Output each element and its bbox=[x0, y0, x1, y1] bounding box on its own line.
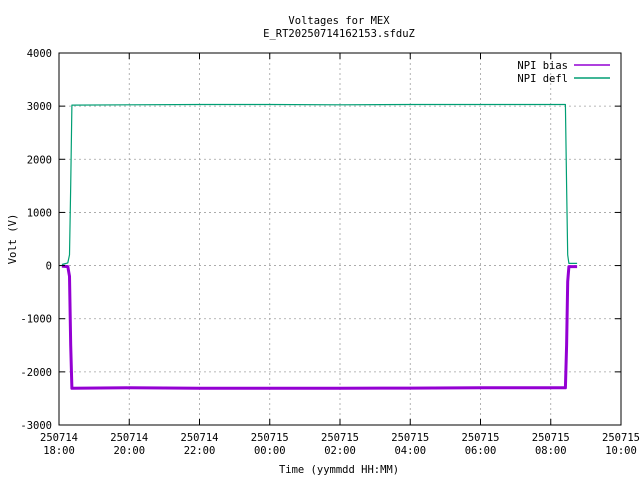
y-tick-label: 1000 bbox=[27, 207, 52, 219]
legend-label: NPI bias bbox=[517, 60, 568, 72]
x-tick-time-label: 00:00 bbox=[254, 445, 286, 457]
x-tick-time-label: 18:00 bbox=[43, 445, 75, 457]
x-tick-time-label: 20:00 bbox=[113, 445, 145, 457]
legend-label: NPI defl bbox=[517, 73, 568, 85]
x-tick-time-label: 22:00 bbox=[184, 445, 216, 457]
y-tick-label: -2000 bbox=[20, 367, 52, 379]
x-tick-time-label: 08:00 bbox=[535, 445, 567, 457]
axis-ticks: -3000-2000-10000100020003000400025071418… bbox=[20, 48, 640, 457]
y-tick-label: -3000 bbox=[20, 420, 52, 432]
y-tick-label: 0 bbox=[46, 261, 52, 273]
series-line-npi-defl bbox=[61, 103, 578, 266]
chart-title: Voltages for MEX bbox=[288, 15, 390, 27]
x-tick-date-label: 250714 bbox=[181, 432, 219, 444]
y-tick-label: 3000 bbox=[27, 101, 52, 113]
x-tick-date-label: 250714 bbox=[110, 432, 148, 444]
x-tick-time-label: 04:00 bbox=[394, 445, 426, 457]
x-tick-date-label: 250715 bbox=[251, 432, 289, 444]
grid bbox=[59, 53, 621, 425]
series-line-npi-bias bbox=[61, 264, 578, 390]
series-lines bbox=[61, 103, 578, 390]
y-axis-label: Volt (V) bbox=[7, 214, 19, 265]
x-tick-date-label: 250715 bbox=[532, 432, 570, 444]
y-tick-label: 2000 bbox=[27, 154, 52, 166]
y-tick-label: 4000 bbox=[27, 48, 52, 60]
x-tick-time-label: 06:00 bbox=[465, 445, 497, 457]
x-tick-date-label: 250714 bbox=[40, 432, 78, 444]
x-tick-date-label: 250715 bbox=[602, 432, 640, 444]
x-tick-time-label: 10:00 bbox=[605, 445, 637, 457]
x-tick-date-label: 250715 bbox=[391, 432, 429, 444]
x-tick-date-label: 250715 bbox=[321, 432, 359, 444]
x-tick-date-label: 250715 bbox=[462, 432, 500, 444]
x-axis-label: Time (yymmdd HH:MM) bbox=[279, 464, 399, 476]
y-tick-label: -1000 bbox=[20, 314, 52, 326]
x-tick-time-label: 02:00 bbox=[324, 445, 356, 457]
chart-subtitle: E_RT20250714162153.sfduZ bbox=[263, 28, 415, 40]
